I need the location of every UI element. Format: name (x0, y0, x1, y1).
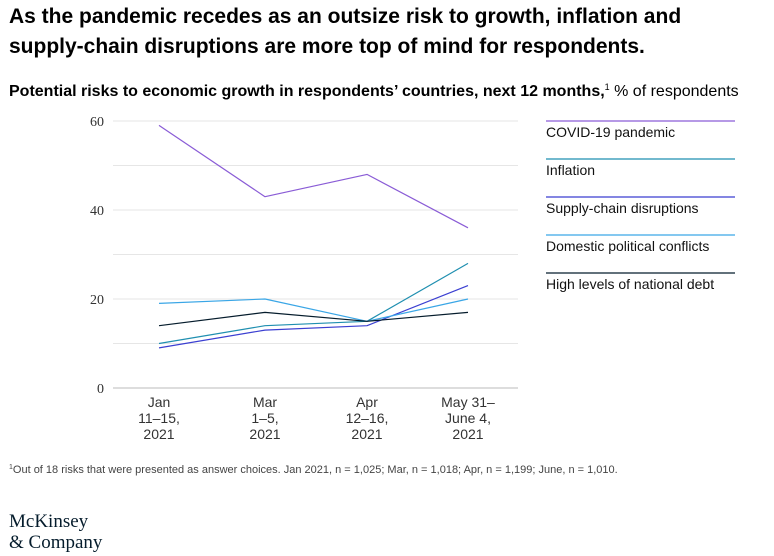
y-tick-label: 40 (90, 204, 104, 219)
subtitle-bold: Potential risks to economic growth in re… (9, 83, 605, 100)
y-tick-label: 0 (97, 382, 104, 397)
x-tick-label-line: 2021 (452, 426, 483, 442)
logo-line-1: McKinsey (9, 511, 89, 532)
y-tick-label: 60 (90, 115, 104, 130)
footnote-text: Out of 18 risks that were presented as a… (12, 464, 618, 476)
x-tick-label-line: May 31– (441, 394, 495, 410)
logo-line-2: & Company (9, 532, 103, 553)
series-line-covid-19-pandemic (158, 124, 469, 229)
y-axis-ticks: 0 20 40 60 (90, 115, 104, 397)
x-tick-label: May 31– June 4, 2021 (441, 394, 495, 442)
series-line-domestic-political-conflicts (158, 298, 469, 322)
x-tick-label-line: Mar (253, 394, 277, 410)
series-line-inflation (158, 262, 469, 345)
series-line-high-levels-of-national-debt (158, 311, 469, 327)
x-tick-label-line: 2021 (351, 426, 382, 442)
legend-label: Domestic political conflicts (546, 238, 709, 254)
x-tick-label: Jan 11–15, 2021 (138, 394, 180, 442)
legend-label: High levels of national debt (546, 276, 714, 292)
x-tick-label-line: 2021 (143, 426, 174, 442)
x-tick-label: Apr 12–16, 2021 (346, 394, 389, 442)
x-tick-label-line: Apr (356, 394, 378, 410)
footnote: 1Out of 18 risks that were presented as … (9, 464, 618, 476)
y-tick-label: 20 (90, 293, 104, 308)
gridlines (113, 120, 518, 389)
mckinsey-logo: McKinsey & Company (9, 511, 102, 553)
subtitle-unit: % of respondents (609, 83, 739, 100)
x-tick-label-line: 12–16, (346, 410, 389, 426)
x-tick-label: Mar 1–5, 2021 (249, 394, 280, 442)
x-tick-label-line: June 4, (445, 410, 491, 426)
series-line-supply-chain-disruptions (158, 285, 469, 349)
chart-headline: As the pandemic recedes as an outsize ri… (9, 5, 682, 58)
x-tick-label-line: 1–5, (251, 410, 278, 426)
series-lines (158, 124, 469, 349)
legend: COVID-19 pandemic Inflation Supply-chain d… (546, 120, 735, 292)
legend-label: COVID-19 pandemic (546, 124, 675, 140)
legend-label: Supply-chain disruptions (546, 200, 699, 216)
x-tick-label-line: Jan (148, 394, 171, 410)
legend-label: Inflation (546, 162, 595, 178)
x-tick-label-line: 11–15, (138, 410, 180, 426)
subtitle-footnote-ref: 1 (604, 82, 610, 92)
x-tick-label-line: 2021 (249, 426, 280, 442)
footnote-ref: 1 (9, 464, 13, 471)
chart-subtitle: Potential risks to economic growth in re… (9, 77, 774, 102)
